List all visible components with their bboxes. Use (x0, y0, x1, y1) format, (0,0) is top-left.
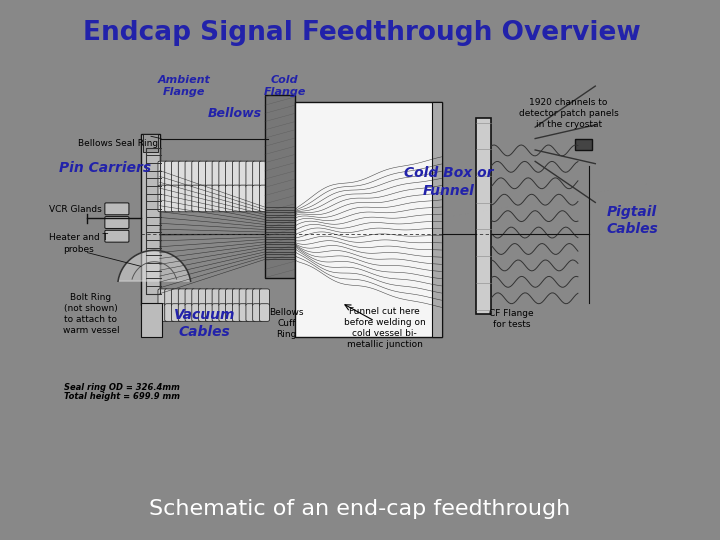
FancyBboxPatch shape (253, 303, 263, 321)
Bar (141, 303, 162, 337)
FancyBboxPatch shape (259, 289, 269, 307)
FancyBboxPatch shape (192, 185, 202, 212)
FancyBboxPatch shape (165, 161, 175, 188)
FancyBboxPatch shape (259, 161, 269, 188)
FancyBboxPatch shape (199, 289, 209, 307)
Text: Bellows Seal Ring: Bellows Seal Ring (78, 139, 158, 147)
FancyBboxPatch shape (105, 230, 129, 242)
FancyBboxPatch shape (192, 161, 202, 188)
FancyBboxPatch shape (253, 289, 263, 307)
FancyBboxPatch shape (219, 161, 229, 188)
FancyBboxPatch shape (253, 161, 263, 188)
FancyBboxPatch shape (253, 185, 263, 212)
FancyBboxPatch shape (179, 289, 188, 307)
Text: Funnel cut here
before welding on
cold vessel bi-
metallic junction: Funnel cut here before welding on cold v… (344, 307, 426, 349)
Text: Cold Box or
Funnel: Cold Box or Funnel (403, 166, 493, 198)
FancyBboxPatch shape (212, 185, 222, 212)
FancyBboxPatch shape (192, 289, 202, 307)
Text: Cold
Flange: Cold Flange (264, 75, 306, 97)
Text: Total height = 699.9 mm: Total height = 699.9 mm (64, 392, 180, 401)
FancyBboxPatch shape (199, 185, 209, 212)
Text: Pigtail
Cables: Pigtail Cables (606, 205, 658, 237)
Text: Pin Carriers: Pin Carriers (60, 161, 151, 175)
FancyBboxPatch shape (239, 185, 249, 212)
Text: CF Flange
for tests: CF Flange for tests (490, 309, 534, 329)
Bar (264, 95, 294, 278)
Bar (431, 102, 441, 337)
Text: VCR Glands: VCR Glands (50, 205, 102, 214)
Bar (294, 102, 441, 337)
Text: Schematic of an end-cap feedthrough: Schematic of an end-cap feedthrough (149, 499, 571, 519)
FancyBboxPatch shape (219, 185, 229, 212)
FancyBboxPatch shape (219, 303, 229, 321)
Text: Endcap Signal Feedthrough Overview: Endcap Signal Feedthrough Overview (83, 19, 640, 46)
FancyBboxPatch shape (158, 303, 168, 321)
FancyBboxPatch shape (225, 161, 235, 188)
FancyBboxPatch shape (259, 185, 269, 212)
Text: Ambient
Flange: Ambient Flange (158, 75, 211, 97)
FancyBboxPatch shape (205, 303, 215, 321)
FancyBboxPatch shape (199, 161, 209, 188)
FancyBboxPatch shape (179, 303, 188, 321)
Polygon shape (118, 251, 191, 281)
FancyBboxPatch shape (246, 185, 256, 212)
Bar (477, 118, 491, 314)
FancyBboxPatch shape (246, 289, 256, 307)
FancyBboxPatch shape (179, 185, 188, 212)
Bar (145, 147, 161, 294)
FancyBboxPatch shape (212, 303, 222, 321)
FancyBboxPatch shape (192, 303, 202, 321)
FancyBboxPatch shape (239, 289, 249, 307)
Text: Bellows
Cuff
Ring: Bellows Cuff Ring (269, 308, 304, 339)
FancyBboxPatch shape (185, 289, 195, 307)
Bar (141, 134, 160, 305)
FancyBboxPatch shape (199, 303, 209, 321)
Text: Seal ring OD = 326.4mm: Seal ring OD = 326.4mm (64, 383, 180, 391)
FancyBboxPatch shape (185, 303, 195, 321)
FancyBboxPatch shape (233, 303, 243, 321)
FancyBboxPatch shape (165, 185, 175, 212)
FancyBboxPatch shape (225, 185, 235, 212)
FancyBboxPatch shape (239, 161, 249, 188)
FancyBboxPatch shape (165, 303, 175, 321)
FancyBboxPatch shape (158, 161, 168, 188)
FancyBboxPatch shape (171, 185, 181, 212)
FancyBboxPatch shape (246, 161, 256, 188)
FancyBboxPatch shape (105, 203, 129, 215)
FancyBboxPatch shape (165, 289, 175, 307)
FancyBboxPatch shape (171, 161, 181, 188)
FancyBboxPatch shape (185, 161, 195, 188)
FancyBboxPatch shape (233, 161, 243, 188)
FancyBboxPatch shape (158, 289, 168, 307)
FancyBboxPatch shape (205, 185, 215, 212)
FancyBboxPatch shape (185, 185, 195, 212)
FancyBboxPatch shape (225, 289, 235, 307)
FancyBboxPatch shape (179, 161, 188, 188)
FancyBboxPatch shape (171, 289, 181, 307)
FancyBboxPatch shape (205, 161, 215, 188)
Bar (143, 134, 158, 152)
FancyBboxPatch shape (259, 303, 269, 321)
FancyBboxPatch shape (233, 185, 243, 212)
FancyBboxPatch shape (205, 289, 215, 307)
FancyBboxPatch shape (171, 303, 181, 321)
FancyBboxPatch shape (219, 289, 229, 307)
Text: Vacuum
Cables: Vacuum Cables (174, 308, 235, 339)
FancyBboxPatch shape (212, 289, 222, 307)
FancyBboxPatch shape (225, 303, 235, 321)
FancyBboxPatch shape (158, 185, 168, 212)
FancyBboxPatch shape (246, 303, 256, 321)
FancyBboxPatch shape (239, 303, 249, 321)
FancyBboxPatch shape (105, 217, 129, 228)
Bar (575, 139, 592, 150)
Text: 1920 channels to
detector patch panels
in the cryostat: 1920 channels to detector patch panels i… (518, 98, 618, 129)
Text: Bolt Ring
(not shown)
to attach to
warm vessel: Bolt Ring (not shown) to attach to warm … (63, 293, 119, 335)
FancyBboxPatch shape (233, 289, 243, 307)
Text: Heater and T
probes: Heater and T probes (50, 233, 109, 254)
Text: Bellows: Bellows (207, 107, 261, 120)
FancyBboxPatch shape (212, 161, 222, 188)
